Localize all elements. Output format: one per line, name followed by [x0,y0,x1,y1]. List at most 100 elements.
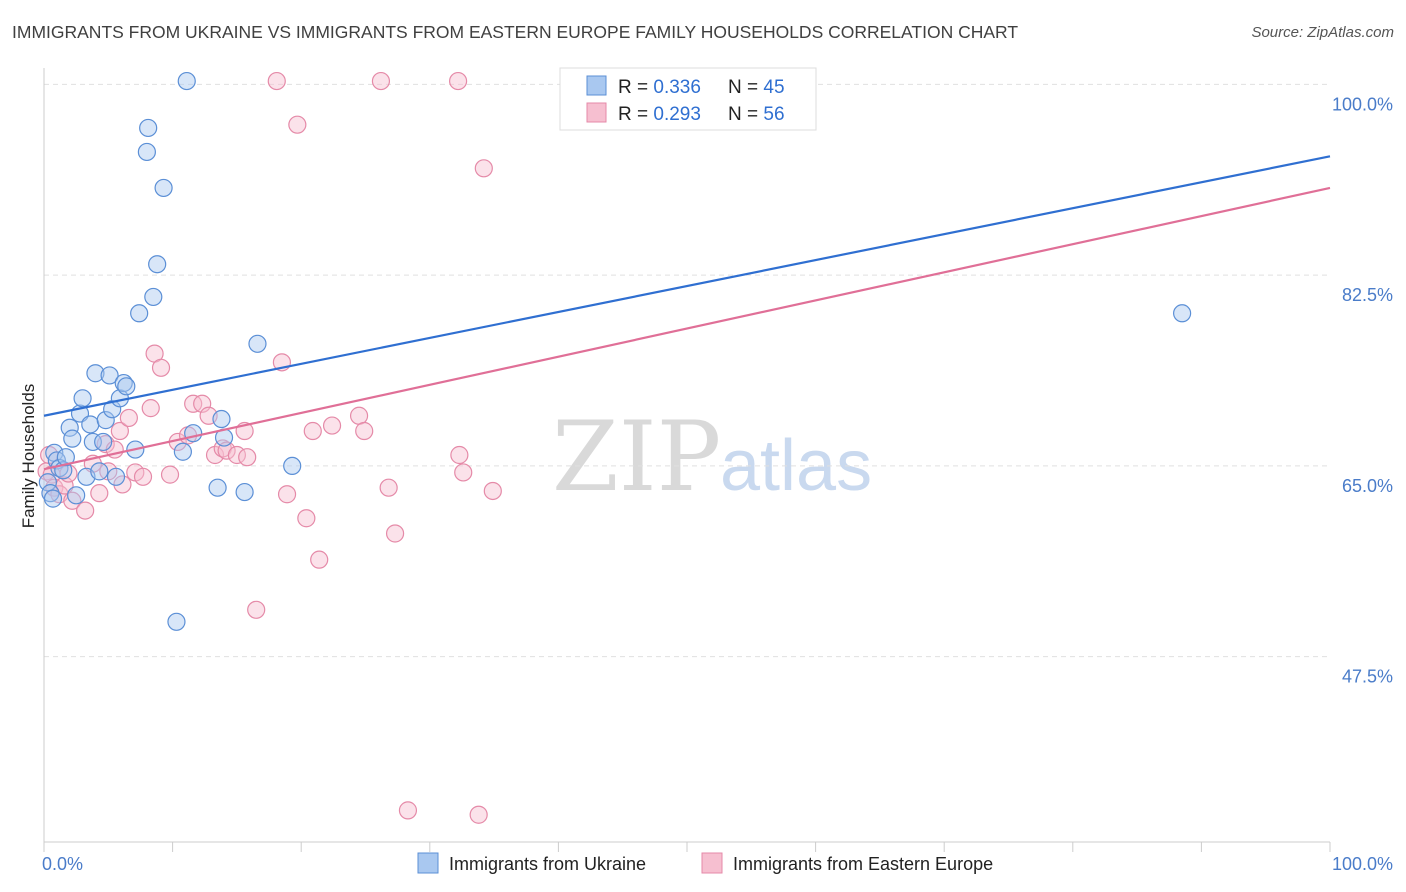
x-ticks [43,842,1331,852]
point-eastern-europe [379,478,398,497]
point-eastern-europe [113,475,132,494]
x-tick-label-max: 100.0% [1332,854,1393,874]
legend-n-row-eastern-europe: N = 56 [728,104,785,125]
point-ukraine [83,432,102,452]
point-ukraine [154,178,173,198]
chart-title: IMMIGRANTS FROM UKRAINE VS IMMIGRANTS FR… [12,22,1019,42]
point-eastern-europe [267,71,286,91]
point-ukraine [1173,304,1192,323]
legend-r-label-ukraine: R = [618,77,653,98]
point-eastern-europe [247,600,266,619]
point-eastern-europe [133,467,153,486]
point-ukraine [173,442,192,461]
legend-n-label-eastern-europe: N = [728,104,763,125]
point-eastern-europe [277,485,297,504]
point-eastern-europe [454,463,473,482]
point-eastern-europe [355,421,374,441]
y-tick-label: 100.0% [1332,94,1393,114]
point-ukraine [106,467,126,486]
legend-row-ukraine: R = 0.336 [618,77,701,98]
point-eastern-europe [151,358,171,377]
point-eastern-europe [76,501,95,520]
point-ukraine [184,424,203,443]
point-eastern-europe [398,801,418,820]
point-eastern-europe [349,406,369,425]
point-ukraine [63,429,82,448]
x-tick-label-min: 0.0% [42,854,83,874]
series-ukraine-points [38,71,1192,631]
bottom-legend-label-ukraine: Immigrants from Ukraine [449,854,646,874]
point-ukraine [148,255,167,274]
point-eastern-europe [288,115,307,134]
point-eastern-europe [322,416,342,435]
point-ukraine [130,304,149,323]
bottom-legend-label-eastern-europe: Immigrants from Eastern Europe [733,854,993,874]
point-ukraine [86,364,105,383]
point-ukraine [139,118,158,138]
point-ukraine [67,486,86,505]
point-eastern-europe [90,484,109,503]
point-ukraine [137,142,156,162]
point-eastern-europe [371,71,391,91]
legend-row-eastern-europe: R = 0.293 [618,104,701,125]
point-ukraine [81,415,100,434]
y-tick-label: 65.0% [1342,476,1393,496]
legend-n-label-ukraine: N = [728,77,763,98]
trend-line-eastern-europe [43,186,1331,471]
trend-lines [43,155,1331,471]
point-ukraine [167,612,186,631]
point-ukraine [114,373,133,393]
point-eastern-europe [469,805,488,824]
legend-n-row-ukraine: N = 45 [728,77,785,98]
point-ukraine [248,334,267,353]
trend-line-ukraine [43,155,1331,417]
y-tick-labels: 47.5% 65.0% 82.5% 100.0% [1332,94,1393,686]
point-ukraine [90,462,109,481]
series-legend: Immigrants from Ukraine Immigrants from … [417,852,993,874]
legend-r-label-eastern-europe: R = [618,104,653,125]
legend-n-value-eastern-europe: 56 [763,104,784,125]
stats-legend: R = 0.336 N = 45 R = 0.293 N = 56 [559,67,817,131]
point-eastern-europe [160,465,180,484]
point-ukraine [144,287,163,307]
point-eastern-europe [483,481,502,501]
point-eastern-europe [119,408,138,428]
bottom-legend-swatch-eastern-europe [701,852,723,874]
legend-n-value-ukraine: 45 [763,77,784,98]
point-eastern-europe [297,509,316,528]
legend-r-value-ukraine: 0.336 [653,77,701,98]
point-ukraine [235,482,254,502]
point-ukraine [212,409,231,429]
y-axis-label: Family Households [19,384,38,529]
y-tick-label: 47.5% [1342,667,1393,687]
source-label: Source: ZipAtlas.com [1251,24,1394,41]
point-ukraine [56,448,75,467]
point-ukraine [38,473,57,492]
point-eastern-europe [303,421,322,441]
grid-lines [44,83,1330,658]
point-ukraine [208,478,227,497]
watermark-zip: ZIP [552,401,721,513]
point-ukraine [43,489,63,508]
point-eastern-europe [141,399,160,418]
point-ukraine [94,432,113,452]
point-ukraine [117,377,136,396]
y-tick-label: 82.5% [1342,285,1393,305]
point-ukraine [283,456,302,476]
point-ukraine [100,366,119,385]
point-eastern-europe [448,71,468,91]
point-ukraine [73,389,92,408]
legend-swatch-ukraine [586,75,607,96]
legend-r-value-eastern-europe: 0.293 [653,104,701,125]
point-ukraine [60,418,79,437]
point-eastern-europe [385,524,405,543]
point-ukraine [96,411,115,430]
bottom-legend-swatch-ukraine [417,852,439,874]
point-eastern-europe [110,421,129,441]
point-eastern-europe [310,550,329,569]
point-ukraine [177,71,196,91]
point-eastern-europe [474,159,493,178]
point-eastern-europe [238,448,257,467]
point-eastern-europe [450,445,469,465]
